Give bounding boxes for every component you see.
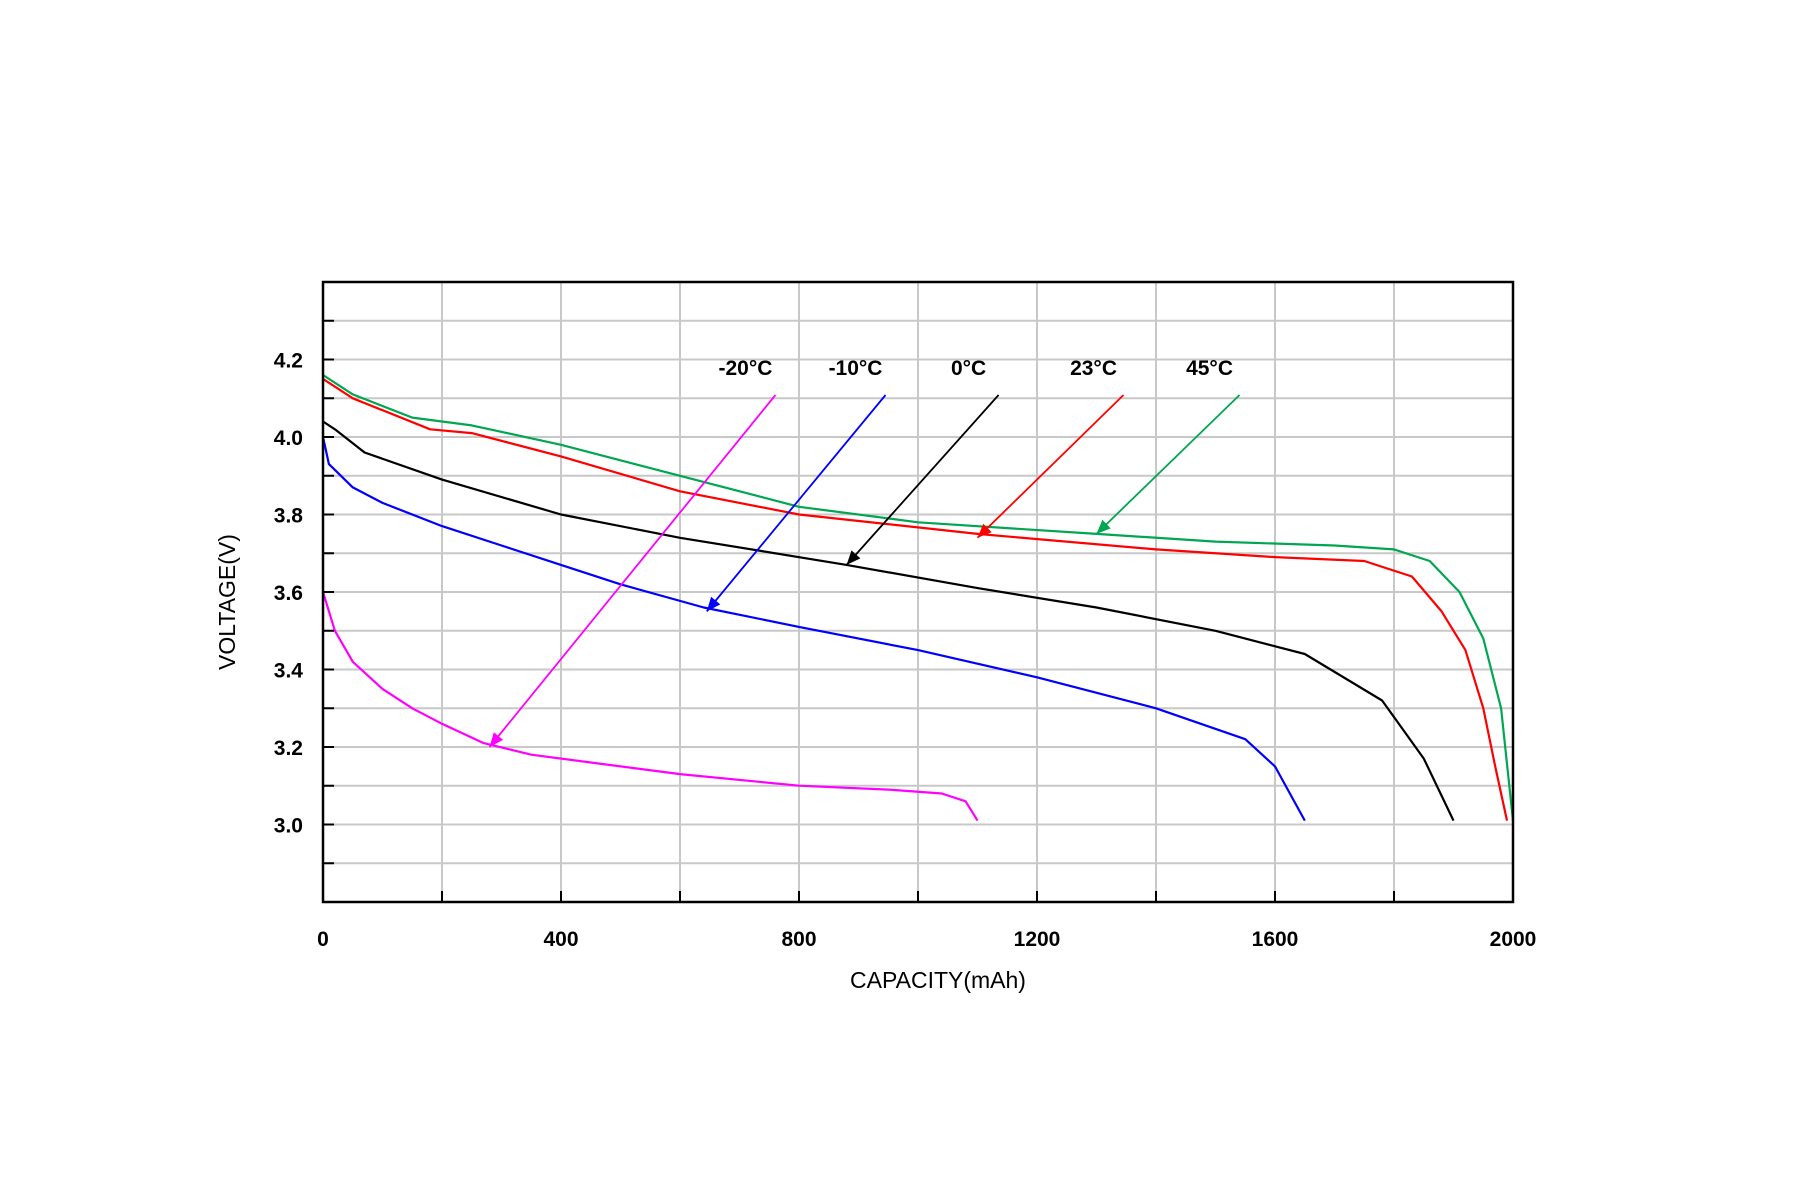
series-label: 23°C <box>1070 357 1117 380</box>
y-tick-label: 3.4 <box>274 660 304 683</box>
series-annotations: -20°C -10°C 0°C 23°C 45°C <box>488 357 1241 748</box>
annotation-arrow-line <box>1095 394 1241 535</box>
series-line <box>322 377 1509 821</box>
annotation-arrow-line <box>706 394 887 612</box>
series-label: 0°C <box>951 357 986 380</box>
annotation-arrow-line <box>976 394 1125 539</box>
annotation-arrow-head <box>489 732 504 747</box>
series-line <box>321 591 979 822</box>
y-axis-title: VOLTAGE(V) <box>214 534 240 670</box>
y-tick-label: 3.0 <box>274 815 303 838</box>
x-tick-label: 800 <box>781 928 816 951</box>
annotation-arrow-head <box>1096 519 1111 534</box>
series-label: -10°C <box>829 357 883 380</box>
annotation-arrow-head <box>706 596 721 612</box>
x-tick-label: 1600 <box>1252 928 1299 951</box>
series-label: 45°C <box>1186 357 1233 380</box>
y-tick-label: 4.2 <box>274 350 303 373</box>
x-axis-title: CAPACITY(mAh) <box>850 967 1026 993</box>
x-tick-label: 0 <box>317 928 329 951</box>
grid <box>323 282 1513 902</box>
annotation-arrow-line <box>488 394 777 748</box>
annotation-arrow-head <box>846 550 861 565</box>
series-label: -20°C <box>718 357 772 380</box>
x-tick-label: 2000 <box>1490 928 1537 951</box>
x-tick-label: 400 <box>543 928 578 951</box>
axis-ticks: 0 400 800 1200 1600 2000 3.0 3.2 3.4 3.6 3.8 4.0 4.2 <box>274 319 1537 951</box>
annotation-arrow-head <box>977 523 992 538</box>
x-tick-label: 1200 <box>1014 928 1061 951</box>
series-line <box>322 420 1455 822</box>
series-line <box>321 436 1306 822</box>
annotation-arrow-line <box>845 394 1000 566</box>
y-tick-label: 4.0 <box>274 427 303 450</box>
y-tick-label: 3.8 <box>274 505 304 528</box>
y-tick-label: 3.6 <box>274 582 303 605</box>
y-tick-label: 3.2 <box>274 737 303 760</box>
